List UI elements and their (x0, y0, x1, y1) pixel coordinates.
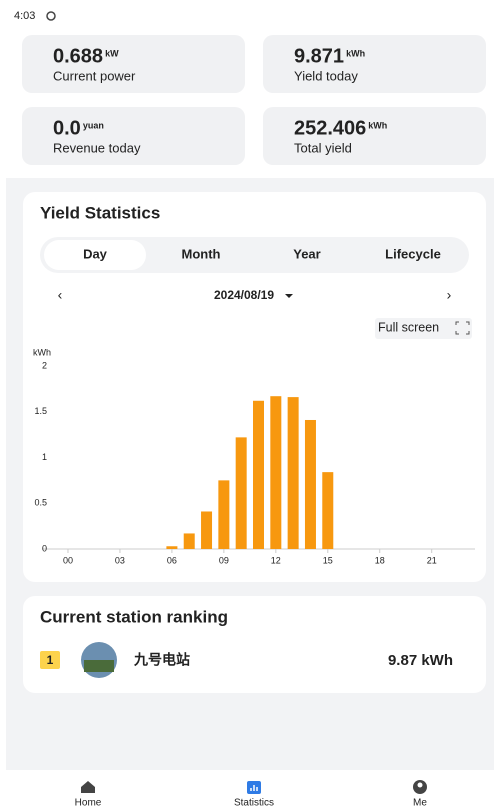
rank: 1 (47, 653, 54, 667)
bar (305, 420, 316, 549)
status-time: 4:03 (14, 10, 35, 22)
summary-label: Current power (53, 68, 136, 83)
bar (184, 533, 195, 549)
summary-value: 9.871 (294, 45, 344, 67)
bar (166, 546, 177, 549)
x-tick-label: 03 (115, 555, 125, 565)
station-yield: 9.87 kWh (388, 652, 453, 669)
tab[interactable]: Lifecycle (385, 246, 441, 261)
me-icon-head (418, 783, 423, 788)
summary-value: 252.406 (294, 117, 366, 139)
section-title: Current station ranking (40, 607, 228, 626)
summary-unit: kW (105, 48, 119, 58)
prev-date[interactable]: ‹ (58, 287, 63, 303)
y-tick-label: 2 (42, 360, 47, 370)
nav-statistics[interactable]: Statistics (234, 798, 274, 809)
screen: 4:03 Yield Statistics ‹ › 2024/08/19 Ful… (0, 0, 494, 809)
x-tick-label: 15 (323, 555, 333, 565)
y-tick-label: 0.5 (34, 498, 47, 508)
bar (218, 480, 229, 549)
avatar-detail (84, 660, 114, 672)
x-tick-label: 00 (63, 555, 73, 565)
summary-unit: kWh (346, 48, 365, 58)
x-tick-label: 09 (219, 555, 229, 565)
station-name[interactable]: 九号电站 (133, 652, 190, 668)
tab[interactable]: Day (83, 246, 108, 261)
summary-unit: yuan (83, 120, 104, 130)
bar (288, 397, 299, 549)
y-tick-label: 1 (42, 452, 47, 462)
y-tick-label: 1.5 (34, 406, 47, 416)
y-unit: kWh (33, 347, 51, 357)
next-date[interactable]: › (447, 287, 452, 303)
summary-label: Yield today (294, 68, 358, 83)
summary-value: 0.688 (53, 45, 103, 67)
summary-value: 0.0 (53, 117, 81, 139)
tab[interactable]: Month (182, 246, 221, 261)
y-tick-label: 0 (42, 543, 47, 553)
summary-label: Total yield (294, 140, 352, 155)
bar (201, 511, 212, 549)
x-tick-label: 12 (271, 555, 281, 565)
date-picker[interactable]: 2024/08/19 (214, 288, 274, 302)
x-tick-label: 18 (375, 555, 385, 565)
nav-me[interactable]: Me (413, 798, 427, 809)
tab[interactable]: Year (293, 246, 320, 261)
section-title: Yield Statistics (40, 203, 160, 222)
x-tick-label: 21 (427, 555, 437, 565)
bar (253, 401, 264, 549)
full-screen-label[interactable]: Full screen (378, 320, 439, 334)
bar (270, 396, 281, 549)
summary-unit: kWh (368, 120, 387, 130)
summary-label: Revenue today (53, 140, 141, 155)
x-tick-label: 06 (167, 555, 177, 565)
nav-home[interactable]: Home (75, 798, 102, 809)
bar (236, 437, 247, 549)
bar (322, 472, 333, 549)
